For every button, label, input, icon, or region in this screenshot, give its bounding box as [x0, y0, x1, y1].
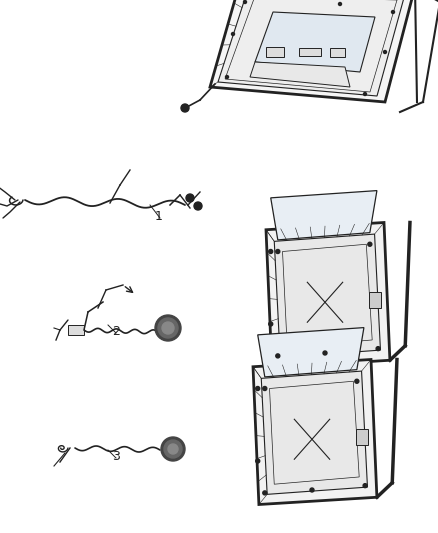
Circle shape [263, 386, 267, 391]
Bar [68, 325, 84, 335]
Polygon shape [261, 371, 367, 494]
Circle shape [392, 11, 395, 13]
Circle shape [162, 322, 174, 334]
Circle shape [226, 76, 229, 78]
Circle shape [269, 322, 273, 326]
Polygon shape [218, 0, 405, 96]
Circle shape [355, 379, 359, 383]
Text: 2: 2 [112, 325, 120, 338]
Circle shape [244, 1, 247, 4]
Polygon shape [253, 359, 377, 505]
Circle shape [155, 315, 181, 341]
Polygon shape [255, 12, 375, 72]
Circle shape [384, 51, 386, 53]
Circle shape [186, 194, 194, 202]
Circle shape [256, 459, 260, 463]
Circle shape [194, 202, 202, 210]
Circle shape [269, 249, 273, 254]
Circle shape [368, 243, 372, 246]
Circle shape [310, 488, 314, 492]
Circle shape [256, 386, 260, 391]
Polygon shape [210, 0, 415, 102]
Bar [299, 48, 321, 56]
Circle shape [276, 249, 280, 254]
Circle shape [158, 318, 178, 338]
Circle shape [376, 346, 380, 351]
Circle shape [263, 491, 267, 495]
Text: 1: 1 [155, 210, 163, 223]
Polygon shape [250, 62, 350, 87]
Circle shape [339, 3, 342, 5]
Bar [330, 48, 345, 57]
Text: 3: 3 [112, 450, 120, 463]
Polygon shape [271, 191, 377, 240]
Bar [356, 429, 367, 445]
Circle shape [276, 354, 280, 358]
Bar [266, 47, 284, 57]
Bar [368, 292, 381, 308]
Circle shape [232, 33, 234, 36]
Circle shape [323, 351, 327, 355]
Circle shape [363, 483, 367, 488]
Polygon shape [274, 234, 381, 357]
Circle shape [161, 437, 185, 461]
Circle shape [168, 444, 178, 454]
Polygon shape [266, 222, 390, 367]
Polygon shape [258, 328, 364, 377]
Circle shape [181, 104, 189, 112]
Circle shape [164, 440, 182, 458]
Circle shape [364, 93, 367, 95]
